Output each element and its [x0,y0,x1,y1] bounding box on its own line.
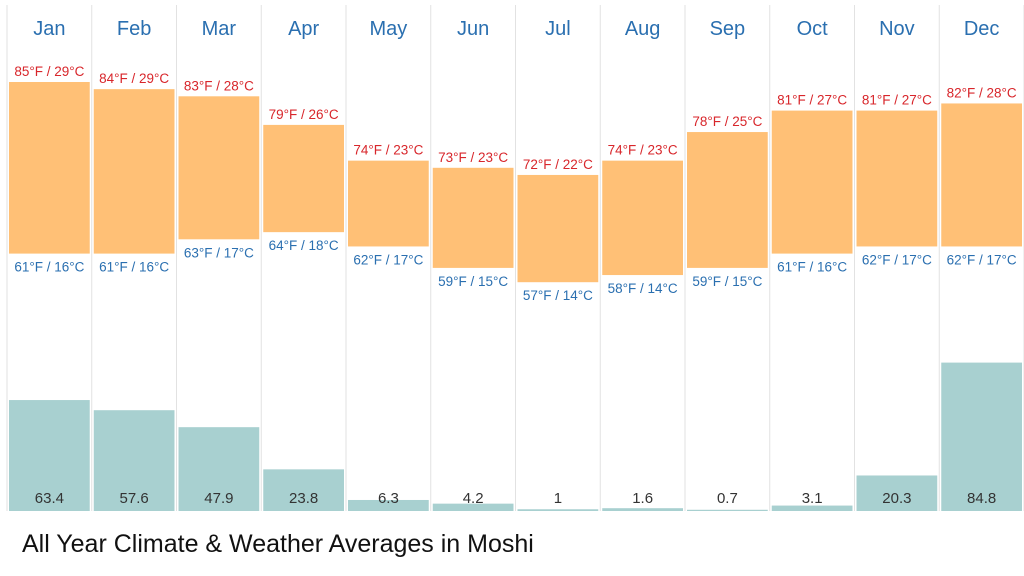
temp-range-bar-oct [771,110,853,254]
precip-label-nov: 20.3 [882,490,911,507]
temp-range-bar-aug [602,160,683,276]
column-dividers [6,5,1024,511]
high-temp-label-jul: 72°F / 22°C [523,157,593,172]
precip-bar-dec [941,362,1022,511]
precip-bar-aug [602,508,683,511]
low-temp-label-may: 62°F / 17°C [353,252,423,267]
high-temp-label-aug: 74°F / 23°C [608,143,678,158]
low-temp-label-jan: 61°F / 16°C [14,260,84,275]
precip-label-apr: 23.8 [289,490,318,507]
low-temp-label-apr: 64°F / 18°C [269,238,339,253]
high-temp-label-mar: 83°F / 28°C [184,78,254,93]
month-label-apr: Apr [288,18,319,40]
precip-bar-jan [9,400,90,511]
high-temp-label-jun: 73°F / 23°C [438,150,508,165]
temp-range-bar-dec [941,103,1022,247]
temp-range-bar-nov [856,110,938,247]
precip-label-feb: 57.6 [120,490,149,507]
precip-bar-nov [856,475,938,511]
month-label-oct: Oct [797,18,829,40]
temp-range-bar-jun [432,167,514,268]
precip-label-jan: 63.4 [35,490,64,507]
precip-bar-mar [178,427,260,511]
month-label-mar: Mar [202,18,237,40]
temp-range-bar-feb [93,89,175,254]
high-temp-label-dec: 82°F / 28°C [947,85,1017,100]
low-temp-label-jul: 57°F / 14°C [523,288,593,303]
month-label-jul: Jul [545,18,571,40]
climate-chart: Jan 85°F / 29°C 61°F / 16°C 63.4 Feb 84°F / 2… [6,5,1024,511]
low-temp-label-sep: 59°F / 15°C [692,274,762,289]
temperature-range-bars [9,82,1022,283]
high-temp-label-oct: 81°F / 27°C [777,93,847,108]
high-temp-label-feb: 84°F / 29°C [99,71,169,86]
month-label-sep: Sep [710,18,746,40]
month-label-jun: Jun [457,18,489,40]
month-label-jan: Jan [33,18,65,40]
precip-label-oct: 3.1 [802,490,823,507]
low-temp-label-nov: 62°F / 17°C [862,252,932,267]
precip-bar-apr [263,469,344,511]
temp-range-bar-jan [9,82,90,254]
precip-bar-oct [771,505,853,511]
precip-bar-jun [432,503,514,511]
precip-label-mar: 47.9 [204,490,233,507]
temp-range-bar-apr [263,124,344,233]
chart-labels: Jan 85°F / 29°C 61°F / 16°C 63.4 Feb 84°F / 2… [14,18,1017,507]
precip-label-sep: 0.7 [717,490,738,507]
temp-range-bar-may [348,160,429,247]
precip-bar-jul [517,509,599,511]
high-temp-label-jan: 85°F / 29°C [14,64,84,79]
precip-label-dec: 84.8 [967,490,996,507]
low-temp-label-mar: 63°F / 17°C [184,245,254,260]
month-label-nov: Nov [879,18,915,40]
month-label-feb: Feb [117,18,151,40]
high-temp-label-sep: 78°F / 25°C [692,114,762,129]
precip-label-jul: 1 [554,490,562,507]
low-temp-label-jun: 59°F / 15°C [438,274,508,289]
temp-range-bar-sep [687,132,768,268]
precipitation-bars [9,362,1022,511]
precip-label-aug: 1.6 [632,490,653,507]
month-label-aug: Aug [625,18,661,40]
temp-range-bar-mar [178,96,260,240]
high-temp-label-apr: 79°F / 26°C [269,107,339,122]
low-temp-label-aug: 58°F / 14°C [608,281,678,296]
high-temp-label-may: 74°F / 23°C [353,143,423,158]
low-temp-label-oct: 61°F / 16°C [777,260,847,275]
precip-label-jun: 4.2 [463,490,484,507]
month-label-dec: Dec [964,18,1000,40]
month-label-may: May [369,18,407,40]
low-temp-label-feb: 61°F / 16°C [99,260,169,275]
precip-bar-feb [93,410,175,511]
chart-caption: All Year Climate & Weather Averages in M… [22,530,534,558]
low-temp-label-dec: 62°F / 17°C [947,252,1017,267]
temp-range-bar-jul [517,174,599,283]
precip-label-may: 6.3 [378,490,399,507]
high-temp-label-nov: 81°F / 27°C [862,93,932,108]
precip-bar-may [348,499,429,511]
precip-bar-sep [687,509,768,511]
